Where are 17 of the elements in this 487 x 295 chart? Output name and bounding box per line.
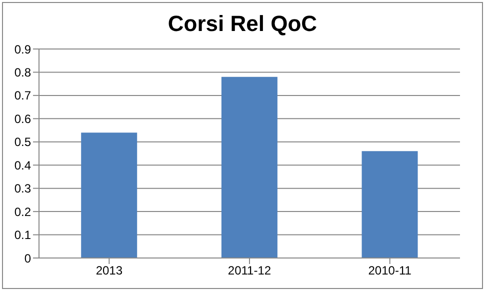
bar xyxy=(362,151,418,258)
y-tick-label: 0.4 xyxy=(14,158,32,172)
y-tick-label: 0.2 xyxy=(14,204,32,219)
y-tick-label: 0.5 xyxy=(14,135,32,150)
y-tick-label: 0.1 xyxy=(14,228,32,242)
y-tick-label: 0.6 xyxy=(14,112,32,126)
bar xyxy=(81,132,138,258)
x-tick-label: 2010-11 xyxy=(368,264,412,278)
x-tick-label: 2011-12 xyxy=(228,264,272,278)
y-tick-label: 0.8 xyxy=(14,65,32,80)
y-tick-label: 0 xyxy=(24,251,32,266)
bar xyxy=(221,76,278,258)
y-tick-label: 0.9 xyxy=(14,42,32,56)
x-tick-label: 2013 xyxy=(96,264,123,278)
y-tick-label: 0.7 xyxy=(14,88,32,103)
y-tick-label: 0.3 xyxy=(14,182,32,196)
chart-title: Corsi Rel QoC xyxy=(166,10,318,38)
